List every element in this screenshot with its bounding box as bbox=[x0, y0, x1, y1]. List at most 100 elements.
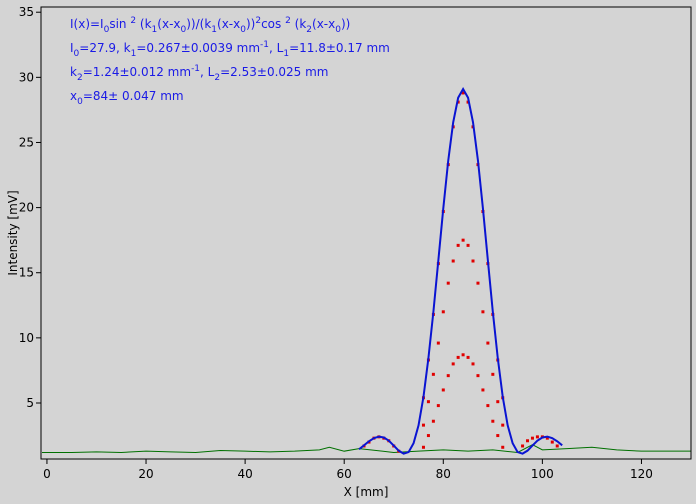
data-point bbox=[431, 372, 435, 376]
annotation-part: (x-x bbox=[217, 17, 240, 31]
annotation-part: =1.24±0.012 mm bbox=[83, 65, 191, 79]
series-line bbox=[358, 87, 563, 455]
plot-frame bbox=[40, 6, 692, 460]
annotation-part: 0 bbox=[181, 25, 187, 35]
data-point bbox=[555, 444, 559, 448]
data-point bbox=[501, 423, 505, 427]
annotation-part: 0 bbox=[335, 25, 341, 35]
x-tick-label: 40 bbox=[237, 467, 252, 481]
data-point bbox=[426, 400, 430, 404]
data-point bbox=[456, 355, 460, 359]
data-point bbox=[471, 362, 475, 366]
x-tick-label: 80 bbox=[436, 467, 451, 481]
annotation-part: 2 bbox=[214, 73, 220, 83]
data-point bbox=[476, 281, 480, 285]
data-point bbox=[486, 404, 490, 408]
data-point bbox=[436, 341, 440, 345]
annotation-part: )) bbox=[246, 17, 255, 31]
data-point bbox=[530, 436, 534, 440]
plot-area bbox=[41, 87, 691, 455]
annotation-part: 1 bbox=[152, 25, 158, 35]
annotation-part: 0 bbox=[74, 49, 80, 59]
annotation-part: 2 bbox=[255, 16, 261, 26]
annotation-part: =2.53±0.025 mm bbox=[220, 65, 328, 79]
annotation-part: 0 bbox=[77, 97, 83, 107]
x-tick-label: 100 bbox=[531, 467, 554, 481]
annotation-part: =0.267±0.0039 mm bbox=[136, 41, 260, 55]
annotation: x0=84± 0.047 mm bbox=[70, 89, 184, 107]
annotation: I0=27.9, k1=0.267±0.0039 mm-1, L1=11.8±0… bbox=[70, 40, 390, 59]
annotation-part: )) bbox=[341, 17, 350, 31]
data-point bbox=[481, 310, 485, 314]
data-point bbox=[446, 374, 450, 378]
data-point bbox=[441, 310, 445, 314]
y-tick-label: 20 bbox=[19, 201, 34, 215]
data-point bbox=[535, 435, 539, 439]
data-point bbox=[466, 355, 470, 359]
y-tick-label: 10 bbox=[19, 331, 34, 345]
data-point bbox=[496, 434, 500, 438]
annotation-part: 2 bbox=[77, 73, 83, 83]
annotation-part: sin bbox=[109, 17, 130, 31]
data-point bbox=[431, 419, 435, 423]
x-tick-label: 120 bbox=[630, 467, 653, 481]
data-point bbox=[481, 388, 485, 392]
annotation-part: , L bbox=[269, 41, 284, 55]
data-point bbox=[441, 388, 445, 392]
annotation-part: -1 bbox=[260, 40, 269, 50]
data-point bbox=[456, 243, 460, 247]
annotation-part: 2 bbox=[130, 16, 136, 26]
data-point bbox=[545, 436, 549, 440]
data-point bbox=[476, 374, 480, 378]
annotation-part: (x-x bbox=[157, 17, 180, 31]
annotation-part: =11.8±0.17 mm bbox=[289, 41, 390, 55]
data-point bbox=[461, 353, 465, 357]
data-point bbox=[421, 423, 425, 427]
annotation-part: , L bbox=[200, 65, 215, 79]
data-point bbox=[491, 419, 495, 423]
annotation-part: 2 bbox=[285, 16, 291, 26]
data-point bbox=[486, 341, 490, 345]
data-point bbox=[550, 440, 554, 444]
annotation-part: =27.9, k bbox=[79, 41, 130, 55]
data-point bbox=[436, 404, 440, 408]
annotation-part: 1 bbox=[283, 49, 289, 59]
y-tick-label: 35 bbox=[19, 5, 34, 19]
y-tick-label: 15 bbox=[19, 266, 34, 280]
data-point bbox=[421, 445, 425, 449]
annotation-part: -1 bbox=[191, 64, 200, 74]
data-point bbox=[491, 372, 495, 376]
y-tick-label: 30 bbox=[19, 70, 34, 84]
x-tick-label: 60 bbox=[337, 467, 352, 481]
annotation-part: 2 bbox=[306, 25, 312, 35]
annotation-part: 0 bbox=[240, 25, 246, 35]
y-tick-label: 5 bbox=[26, 396, 34, 410]
data-point bbox=[451, 259, 455, 263]
x-axis-label: X [mm] bbox=[344, 485, 389, 499]
data-point bbox=[471, 259, 475, 263]
annotation-part: =84± 0.047 mm bbox=[83, 89, 184, 103]
x-tick-label: 20 bbox=[138, 467, 153, 481]
data-point bbox=[446, 281, 450, 285]
data-point bbox=[466, 243, 470, 247]
annotation-part: x bbox=[70, 89, 77, 103]
data-point bbox=[451, 362, 455, 366]
data-point bbox=[426, 434, 430, 438]
data-point bbox=[461, 238, 465, 242]
annotation-part: (k bbox=[291, 17, 306, 31]
annotation-part: 1 bbox=[131, 49, 137, 59]
annotation-part: I bbox=[70, 41, 74, 55]
data-point bbox=[501, 445, 505, 449]
data-point bbox=[526, 439, 530, 443]
annotation: k2=1.24±0.012 mm-1, L2=2.53±0.025 mm bbox=[70, 64, 328, 83]
annotation-part: 0 bbox=[104, 25, 110, 35]
y-tick-label: 25 bbox=[19, 135, 34, 149]
annotation-part: cos bbox=[261, 17, 285, 31]
annotation-part: ))/(k bbox=[186, 17, 211, 31]
annotation-part: (k bbox=[136, 17, 151, 31]
y-axis-label: Intensity [mV] bbox=[6, 190, 20, 275]
data-point bbox=[521, 444, 525, 448]
